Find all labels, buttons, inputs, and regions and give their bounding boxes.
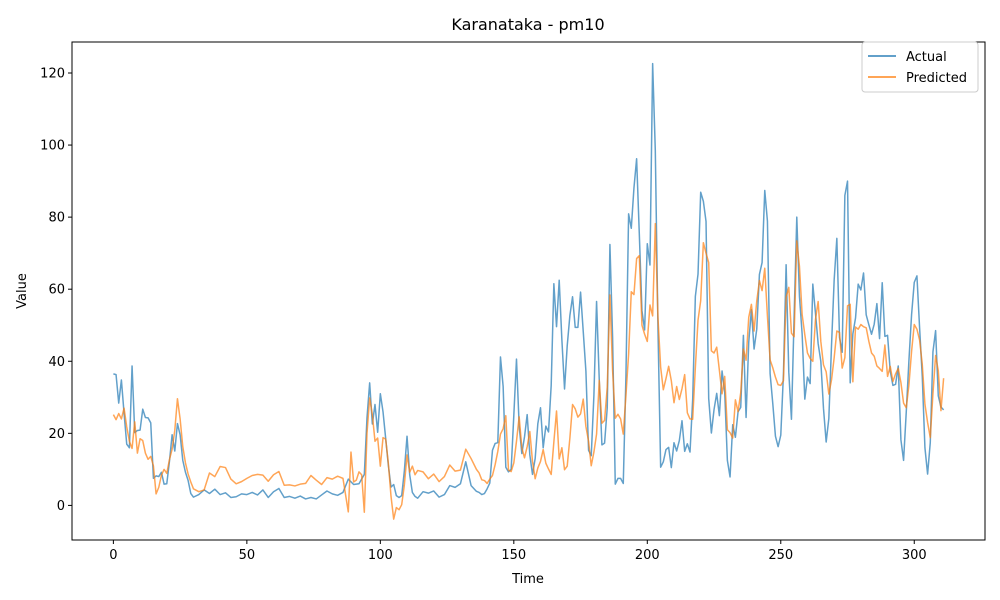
y-tick-label: 40 (48, 355, 65, 370)
y-tick-label: 120 (40, 66, 65, 81)
tick-layer: 0 50 100 150 200 250 300 0 20 40 60 80 100 120 (40, 66, 926, 563)
x-axis-label: Time (511, 572, 544, 587)
y-tick-label: 80 (48, 211, 65, 226)
x-tick-label: 100 (368, 548, 393, 563)
y-tick-label: 60 (48, 283, 65, 298)
y-tick-label: 0 (57, 499, 65, 514)
plot-frame (71, 41, 986, 541)
series-line-predicted (112, 222, 945, 520)
x-tick-label: 150 (501, 548, 526, 563)
x-tick-label: 0 (109, 548, 117, 563)
x-tick-label: 300 (902, 548, 927, 563)
y-tick-label: 20 (48, 427, 65, 442)
legend: Actual Predicted (861, 41, 979, 93)
y-tick-label: 100 (40, 139, 65, 154)
y-axis-label: Value (15, 273, 30, 309)
legend-label-actual: Actual (906, 50, 947, 65)
x-tick-label: 50 (239, 548, 256, 563)
chart-title: Karanataka - pm10 (451, 15, 604, 34)
plot-area (72, 42, 985, 540)
series-line-actual (113, 62, 945, 500)
x-tick-label: 250 (768, 548, 793, 563)
x-tick-label: 200 (635, 548, 660, 563)
legend-box (861, 41, 979, 93)
legend-label-predicted: Predicted (906, 71, 967, 86)
series-layer (112, 62, 945, 520)
